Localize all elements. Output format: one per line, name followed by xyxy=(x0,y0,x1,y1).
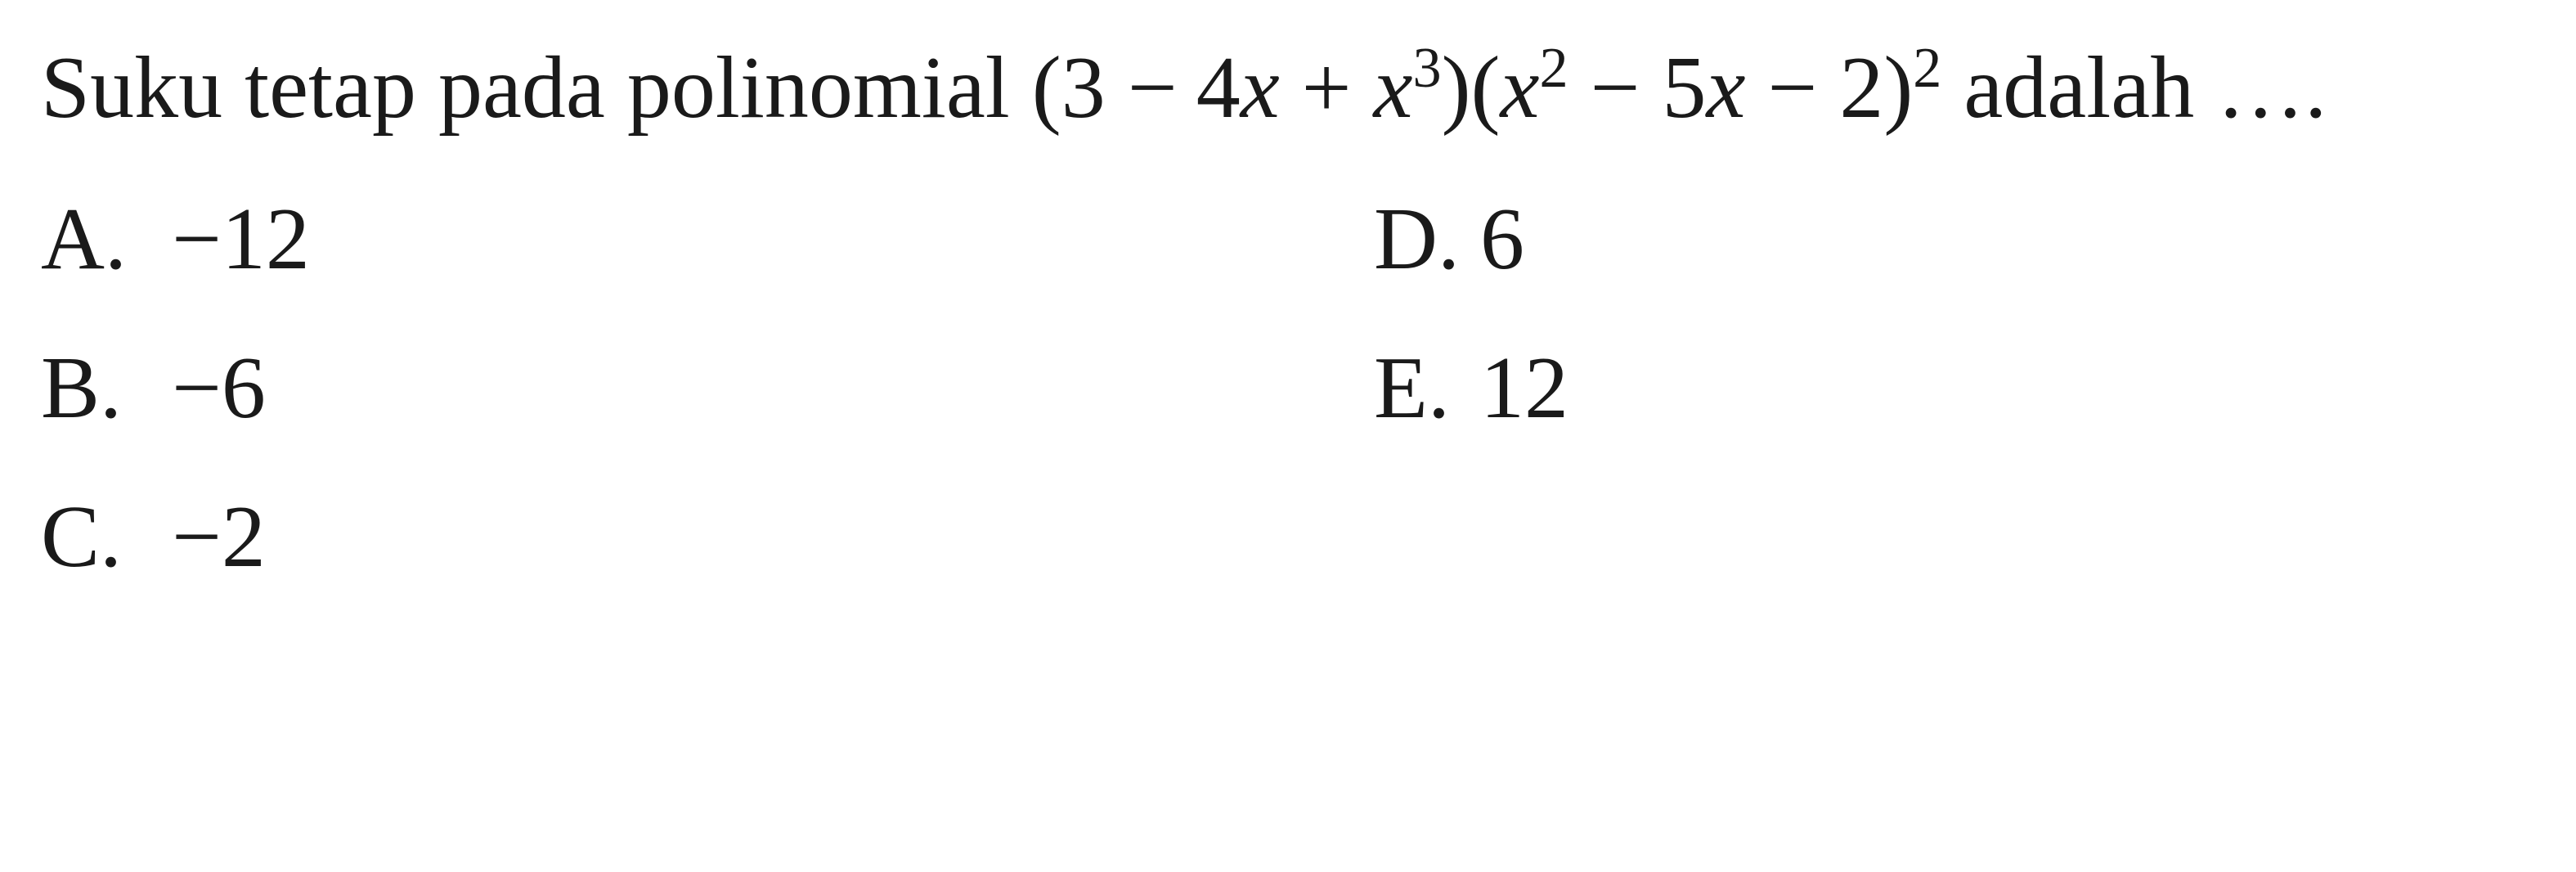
option-letter: C. xyxy=(41,471,172,604)
math-part: 4 xyxy=(1196,39,1241,137)
option-e: E. 12 xyxy=(1374,322,2192,455)
option-value: −6 xyxy=(172,322,266,455)
math-var-x: x xyxy=(1706,39,1745,137)
math-part: (3 xyxy=(1032,39,1128,137)
math-part: − 2) xyxy=(1745,39,1913,137)
option-letter: D. xyxy=(1374,173,1480,306)
math-part: 5 xyxy=(1662,39,1706,137)
options-container: A. −12 B. −6 C. −2 D. 6 E. 12 xyxy=(41,173,2535,604)
math-expression: (3 − 4x + x3)(x2 − 5x − 2)2 xyxy=(1032,39,1942,137)
math-exponent: 3 xyxy=(1412,36,1441,100)
option-value: 12 xyxy=(1480,322,1568,455)
math-part: − xyxy=(1128,39,1196,137)
math-part: − xyxy=(1568,39,1663,137)
option-d: D. 6 xyxy=(1374,173,2192,306)
option-a: A. −12 xyxy=(41,173,1308,306)
option-value: 6 xyxy=(1480,173,1524,306)
option-b: B. −6 xyxy=(41,322,1308,455)
question-stem: Suku tetap pada polinomial (3 − 4x + x3)… xyxy=(41,25,2535,153)
math-part: )( xyxy=(1442,39,1501,137)
option-letter: A. xyxy=(41,173,172,306)
option-c: C. −2 xyxy=(41,471,1308,604)
math-var-x: x xyxy=(1241,39,1280,137)
options-column-left: A. −12 B. −6 C. −2 xyxy=(41,173,1308,604)
math-exponent: 2 xyxy=(1913,36,1941,100)
option-letter: E. xyxy=(1374,322,1480,455)
math-var-x: x xyxy=(1374,39,1413,137)
stem-prefix: Suku tetap pada polinomial xyxy=(41,39,1032,137)
math-part: + xyxy=(1280,39,1374,137)
option-value: −2 xyxy=(172,471,266,604)
math-exponent: 2 xyxy=(1539,36,1568,100)
option-value: −12 xyxy=(172,173,310,306)
math-var-x: x xyxy=(1501,39,1540,137)
options-column-right: D. 6 E. 12 xyxy=(1374,173,2192,604)
option-letter: B. xyxy=(41,322,172,455)
stem-suffix: adalah …. xyxy=(1941,39,2327,137)
